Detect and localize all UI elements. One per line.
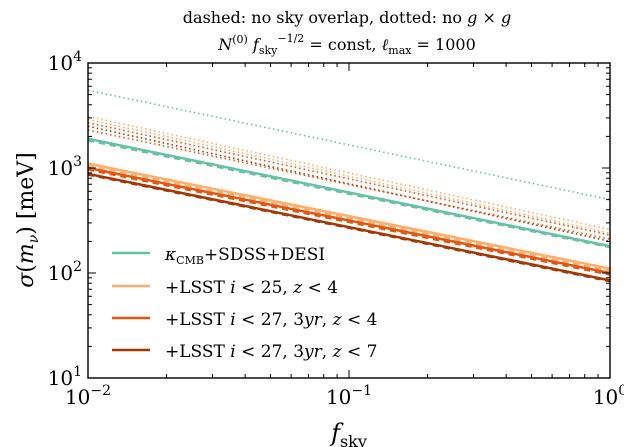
y-tick-label: 101 [48,364,82,390]
chart-title-line2: N(0) fsky−1/2 = const, ℓmax = 1000 [217,32,476,57]
series-2-dashed-line [88,168,610,276]
series-3-dashed-line [88,173,610,283]
series-1-dashed-line [88,164,610,272]
series-layer [88,89,610,283]
series-3-solid-line [88,172,610,282]
x-tick-label: 10−1 [326,383,372,409]
y-tick-label: 103 [48,154,82,180]
series-0-solid-line [88,137,610,248]
series-2-dotted-line [88,121,610,236]
chart-title-line1: dashed: no sky overlap, dotted: no g × g [183,8,511,27]
y-axis-label: σ(mν) [meV] [14,152,42,288]
legend: κCMB+SDSS+DESI +LSST i < 25, z < 4 +LSST… [112,245,377,362]
x-tick-label: 10−2 [65,383,111,409]
x-axis-label: fsky [329,419,367,447]
plot-frame [87,62,611,379]
series-1-solid-line [88,162,610,270]
legend-label-1: +LSST i < 25, z < 4 [165,278,338,298]
legend-label-2: +LSST i < 27, 3yr, z < 4 [165,310,377,330]
y-tick-label: 104 [48,49,82,75]
extra-dotted-line-1 [88,129,610,240]
series-1-dotted-line [88,115,610,231]
series-0-dashed-line [88,139,610,249]
y-tick-label: 102 [48,259,82,285]
series-0-dotted-line [88,89,610,201]
series-2-solid-line [88,166,610,275]
legend-label-3: +LSST i < 27, 3yr, z < 7 [165,342,377,362]
x-tick-label: 100 [593,383,624,409]
legend-label-0: κCMB+SDSS+DESI [164,245,325,267]
ticks-layer: 10−2 10−1 100 101 102 103 104 [48,49,624,409]
